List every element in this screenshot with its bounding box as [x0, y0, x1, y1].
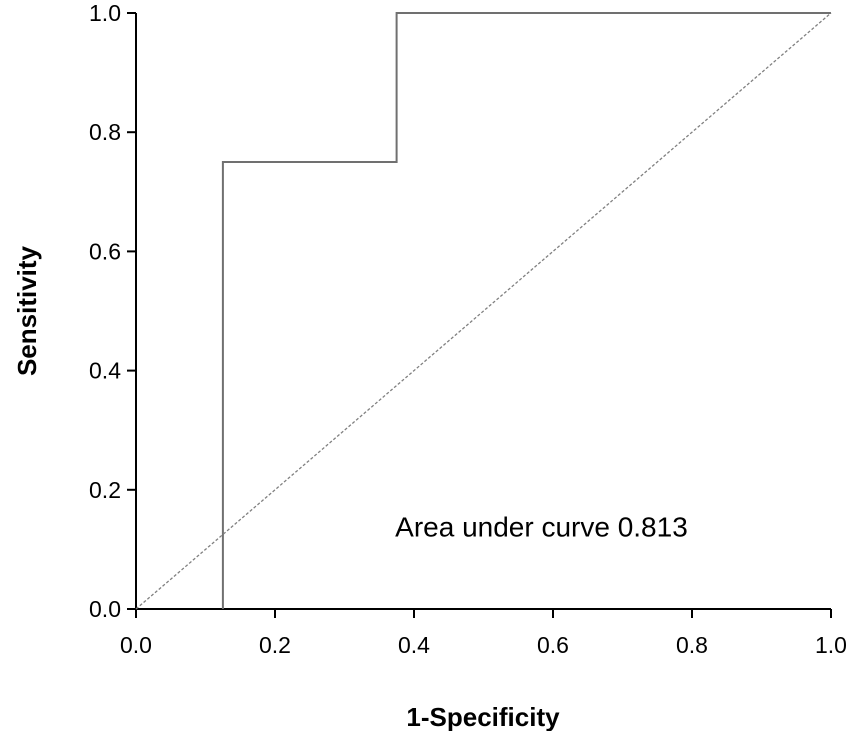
y-tick-label: 0.0 — [89, 596, 121, 622]
x-axis: 0.0 0.2 0.4 0.6 0.8 1.0 — [120, 608, 847, 658]
y-tick-label: 0.2 — [89, 477, 121, 503]
x-tick-label: 0.0 — [120, 632, 152, 658]
x-axis-title: 1-Specificity — [406, 702, 560, 731]
y-axis: 0.0 0.2 0.4 0.6 0.8 1.0 — [89, 0, 137, 622]
x-tick-label: 0.4 — [398, 632, 430, 658]
annotation-layer: Area under curve 0.813 — [395, 512, 688, 543]
y-tick-label: 1.0 — [89, 0, 121, 26]
roc-curve-line — [221, 12, 831, 609]
auc-annotation: Area under curve 0.813 — [395, 512, 688, 543]
reference-diagonal-line — [135, 12, 832, 610]
y-axis-title: Sensitivity — [12, 245, 42, 376]
series-layer — [135, 12, 832, 610]
x-tick-label: 0.2 — [259, 632, 291, 658]
y-tick-label: 0.8 — [89, 119, 121, 145]
y-tick-label: 0.4 — [89, 358, 121, 384]
x-tick-label: 1.0 — [815, 632, 847, 658]
x-tick-label: 0.6 — [537, 632, 569, 658]
y-tick-label: 0.6 — [89, 238, 121, 264]
x-tick-label: 0.8 — [676, 632, 708, 658]
